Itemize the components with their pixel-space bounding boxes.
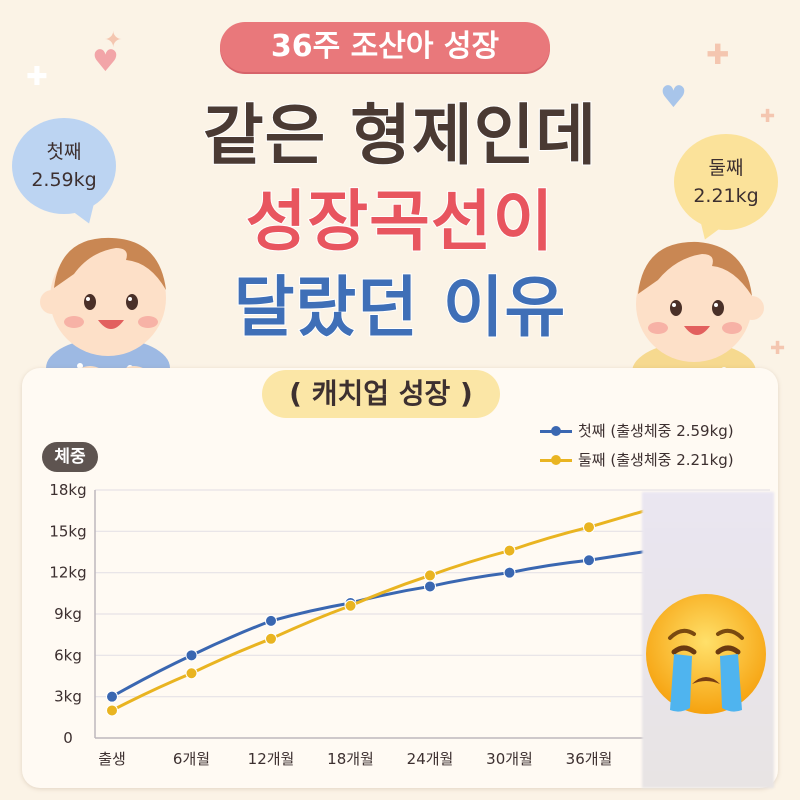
y-tick-label: 9kg xyxy=(54,605,82,623)
y-tick-label: 0 xyxy=(63,729,73,747)
headline-line-2: 성장곡선이 xyxy=(245,182,555,261)
heart-icon: ♥ xyxy=(660,80,687,115)
data-point-first xyxy=(503,566,516,579)
crying-face-icon xyxy=(646,594,766,714)
sparkle-icon: ✚ xyxy=(770,338,786,359)
bubble-first-name: 첫째 xyxy=(46,141,82,163)
headline-line-3: 달랐던 이유 xyxy=(233,268,567,347)
data-point-second xyxy=(265,632,277,645)
series-line-second xyxy=(110,508,651,712)
x-tick-label: 30개월 xyxy=(486,750,533,768)
data-point-second xyxy=(503,544,516,557)
data-point-second xyxy=(344,599,357,612)
headline-line-1: 같은 형제인데 xyxy=(202,96,598,175)
y-tick-label: 3kg xyxy=(54,688,82,706)
subtitle-pill: ( 캐치업 성장 ) xyxy=(262,370,500,418)
sparkle-icon: ✚ xyxy=(706,38,730,71)
data-point-first xyxy=(185,649,198,662)
data-point-first xyxy=(265,614,277,627)
bubble-first-weight: 2.59kg xyxy=(31,169,97,191)
bubble-second-name: 둘째 xyxy=(708,157,744,179)
sparkle-icon: ✦ xyxy=(104,28,123,53)
speech-bubble-first: 첫째 2.59kg xyxy=(12,118,116,228)
data-point-first xyxy=(583,554,595,567)
legend-label-first: 첫째 (출생체중 2.59kg) xyxy=(578,422,734,440)
data-point-second xyxy=(185,667,198,680)
heart-icon: ♥ xyxy=(92,44,119,79)
x-tick-label: 36개월 xyxy=(566,750,613,768)
legend-swatch-second xyxy=(540,455,572,465)
y-axis-label: 체중 xyxy=(42,442,98,472)
x-tick-label: 18개월 xyxy=(327,750,374,768)
x-tick-label: 24개월 xyxy=(407,750,454,768)
y-tick-label: 15kg xyxy=(49,522,86,540)
sparkle-icon: ✚ xyxy=(26,62,48,92)
x-tick-label: 출생 xyxy=(98,750,126,768)
y-tick-label: 12kg xyxy=(49,564,86,582)
sparkle-icon: ✚ xyxy=(760,106,776,127)
data-point-second xyxy=(583,521,595,534)
tag-pill: 36주 조산아 성장 xyxy=(220,22,550,72)
x-tick-label: 12개월 xyxy=(248,750,295,768)
y-tick-label: 6kg xyxy=(54,646,82,664)
y-tick-label: 18kg xyxy=(49,481,86,499)
legend-label-second: 둘째 (출생체중 2.21kg) xyxy=(578,451,734,469)
speech-bubble-second: 둘째 2.21kg xyxy=(674,134,778,244)
x-tick-label: 6개월 xyxy=(173,750,210,768)
legend-swatch-first xyxy=(540,426,572,436)
bubble-second-weight: 2.21kg xyxy=(693,185,759,207)
legend-item-first: 첫째 (출생체중 2.59kg) xyxy=(540,420,734,441)
data-point-second xyxy=(424,569,436,582)
legend-item-second: 둘째 (출생체중 2.21kg) xyxy=(540,449,734,470)
data-point-first xyxy=(106,690,118,703)
data-point-second xyxy=(106,704,118,717)
data-point-first xyxy=(424,580,436,593)
